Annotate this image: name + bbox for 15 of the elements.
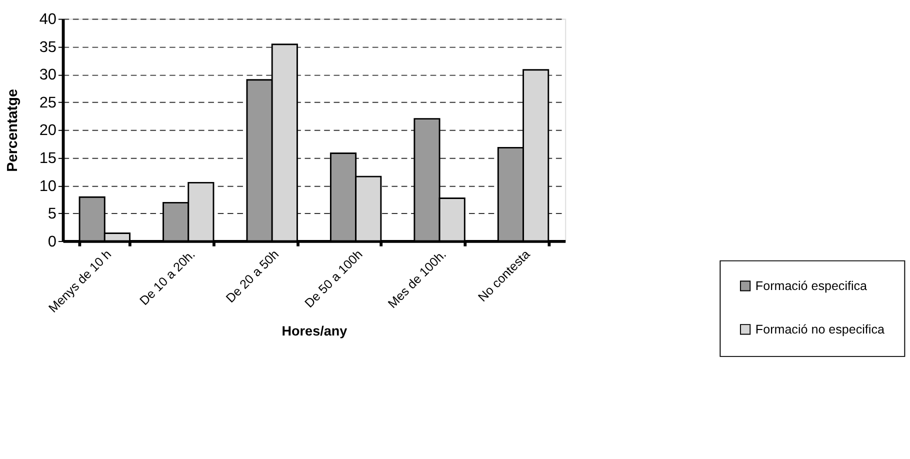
y-tick-label: 10 <box>39 178 57 195</box>
y-tick-label: 15 <box>39 150 57 167</box>
legend-label: Formació especifica <box>755 278 868 293</box>
y-tick-label: 0 <box>48 233 57 250</box>
y-tick-label: 25 <box>39 94 57 112</box>
x-tick-label: De 10 a 20h. <box>137 247 198 308</box>
x-axis-title: Hores/any <box>282 324 348 339</box>
y-tick-label: 20 <box>39 122 57 140</box>
y-tick-label: 35 <box>39 38 57 56</box>
y-tick-label: 5 <box>48 206 57 223</box>
y-tick-label: 30 <box>39 66 57 84</box>
y-tick-label: 40 <box>39 11 57 28</box>
y-axis-title: Percentatge <box>5 88 22 172</box>
x-tick-label: De 20 a 50h <box>223 247 282 306</box>
legend-label: Formació no especifica <box>755 322 884 336</box>
